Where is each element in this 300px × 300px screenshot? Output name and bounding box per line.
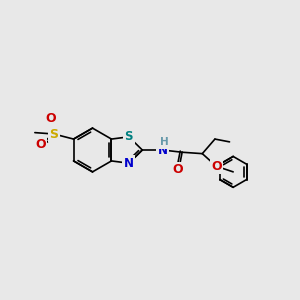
Text: O: O — [172, 163, 183, 176]
Text: S: S — [124, 130, 133, 143]
Text: H: H — [160, 137, 168, 147]
Text: S: S — [50, 128, 58, 140]
Text: O: O — [45, 112, 56, 124]
Text: O: O — [35, 138, 46, 151]
Text: O: O — [211, 160, 222, 173]
Text: N: N — [124, 157, 134, 170]
Text: N: N — [158, 143, 167, 157]
